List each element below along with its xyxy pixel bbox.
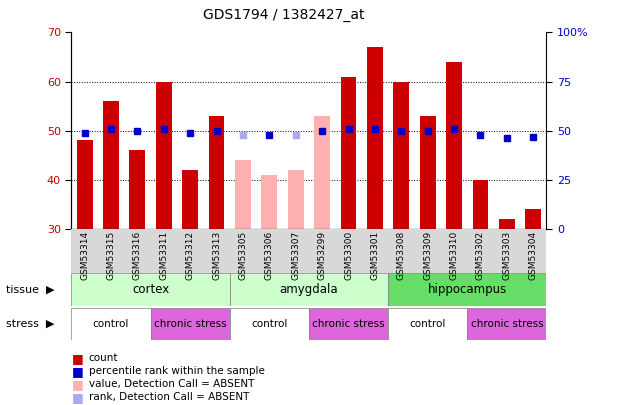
Text: GSM53309: GSM53309 xyxy=(424,231,432,280)
Bar xyxy=(468,308,546,340)
Text: cortex: cortex xyxy=(132,283,169,296)
Bar xyxy=(103,101,119,229)
Bar xyxy=(235,160,251,229)
Bar xyxy=(230,273,388,306)
Bar xyxy=(261,175,277,229)
Text: chronic stress: chronic stress xyxy=(471,319,543,329)
Text: count: count xyxy=(89,354,119,363)
Text: tissue  ▶: tissue ▶ xyxy=(6,285,55,294)
Text: GSM53310: GSM53310 xyxy=(450,231,458,280)
Bar xyxy=(77,141,93,229)
Bar xyxy=(367,47,383,229)
Text: ■: ■ xyxy=(71,391,83,404)
Bar xyxy=(499,219,515,229)
Bar xyxy=(230,308,309,340)
Text: chronic stress: chronic stress xyxy=(312,319,385,329)
Bar xyxy=(156,81,171,229)
Bar xyxy=(150,308,230,340)
Text: GSM53300: GSM53300 xyxy=(344,231,353,280)
Text: GSM53302: GSM53302 xyxy=(476,231,485,280)
Text: GSM53307: GSM53307 xyxy=(291,231,300,280)
Text: GSM53304: GSM53304 xyxy=(529,231,538,280)
Text: GSM53301: GSM53301 xyxy=(371,231,379,280)
Bar xyxy=(71,308,151,340)
Bar xyxy=(309,308,388,340)
Text: percentile rank within the sample: percentile rank within the sample xyxy=(89,367,265,376)
Text: GSM53303: GSM53303 xyxy=(502,231,511,280)
Bar xyxy=(209,116,225,229)
Bar xyxy=(473,180,488,229)
Text: rank, Detection Call = ABSENT: rank, Detection Call = ABSENT xyxy=(89,392,249,402)
Bar xyxy=(420,116,435,229)
Text: ■: ■ xyxy=(71,365,83,378)
Text: GSM53312: GSM53312 xyxy=(186,231,194,280)
Bar xyxy=(388,308,468,340)
Text: GSM53314: GSM53314 xyxy=(80,231,89,280)
Text: tissue: tissue xyxy=(0,404,1,405)
Text: GSM53306: GSM53306 xyxy=(265,231,274,280)
Text: chronic stress: chronic stress xyxy=(154,319,227,329)
Text: GSM53305: GSM53305 xyxy=(238,231,247,280)
Text: GSM53315: GSM53315 xyxy=(107,231,116,280)
Text: control: control xyxy=(251,319,288,329)
Bar xyxy=(129,150,145,229)
Text: GSM53308: GSM53308 xyxy=(397,231,406,280)
Text: control: control xyxy=(409,319,446,329)
Text: GSM53311: GSM53311 xyxy=(160,231,168,280)
Bar xyxy=(314,116,330,229)
Text: ■: ■ xyxy=(71,378,83,391)
Bar xyxy=(288,170,304,229)
Text: stress  ▶: stress ▶ xyxy=(6,319,55,329)
Text: GSM53316: GSM53316 xyxy=(133,231,142,280)
Bar xyxy=(394,81,409,229)
Text: value, Detection Call = ABSENT: value, Detection Call = ABSENT xyxy=(89,379,254,389)
Bar xyxy=(388,273,546,306)
Text: GSM53299: GSM53299 xyxy=(318,231,327,280)
Bar xyxy=(525,209,542,229)
Text: hippocampus: hippocampus xyxy=(428,283,507,296)
Bar xyxy=(446,62,462,229)
Bar xyxy=(340,77,356,229)
Bar xyxy=(183,170,198,229)
Text: GDS1794 / 1382427_at: GDS1794 / 1382427_at xyxy=(203,8,365,22)
Text: control: control xyxy=(93,319,129,329)
Text: amygdala: amygdala xyxy=(279,283,338,296)
Text: ■: ■ xyxy=(71,352,83,365)
Text: ▶: ▶ xyxy=(0,404,1,405)
Bar xyxy=(71,273,230,306)
Text: GSM53313: GSM53313 xyxy=(212,231,221,280)
